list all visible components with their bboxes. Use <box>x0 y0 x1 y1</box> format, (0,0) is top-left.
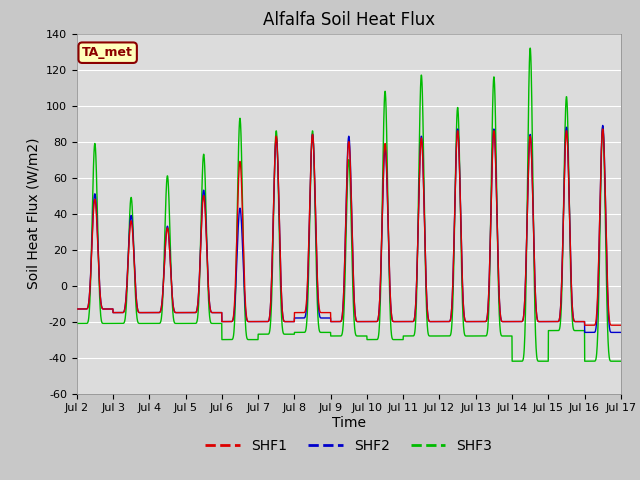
Legend: SHF1, SHF2, SHF3: SHF1, SHF2, SHF3 <box>200 433 498 459</box>
Title: Alfalfa Soil Heat Flux: Alfalfa Soil Heat Flux <box>263 11 435 29</box>
Text: TA_met: TA_met <box>82 46 133 59</box>
Y-axis label: Soil Heat Flux (W/m2): Soil Heat Flux (W/m2) <box>26 138 40 289</box>
X-axis label: Time: Time <box>332 416 366 430</box>
